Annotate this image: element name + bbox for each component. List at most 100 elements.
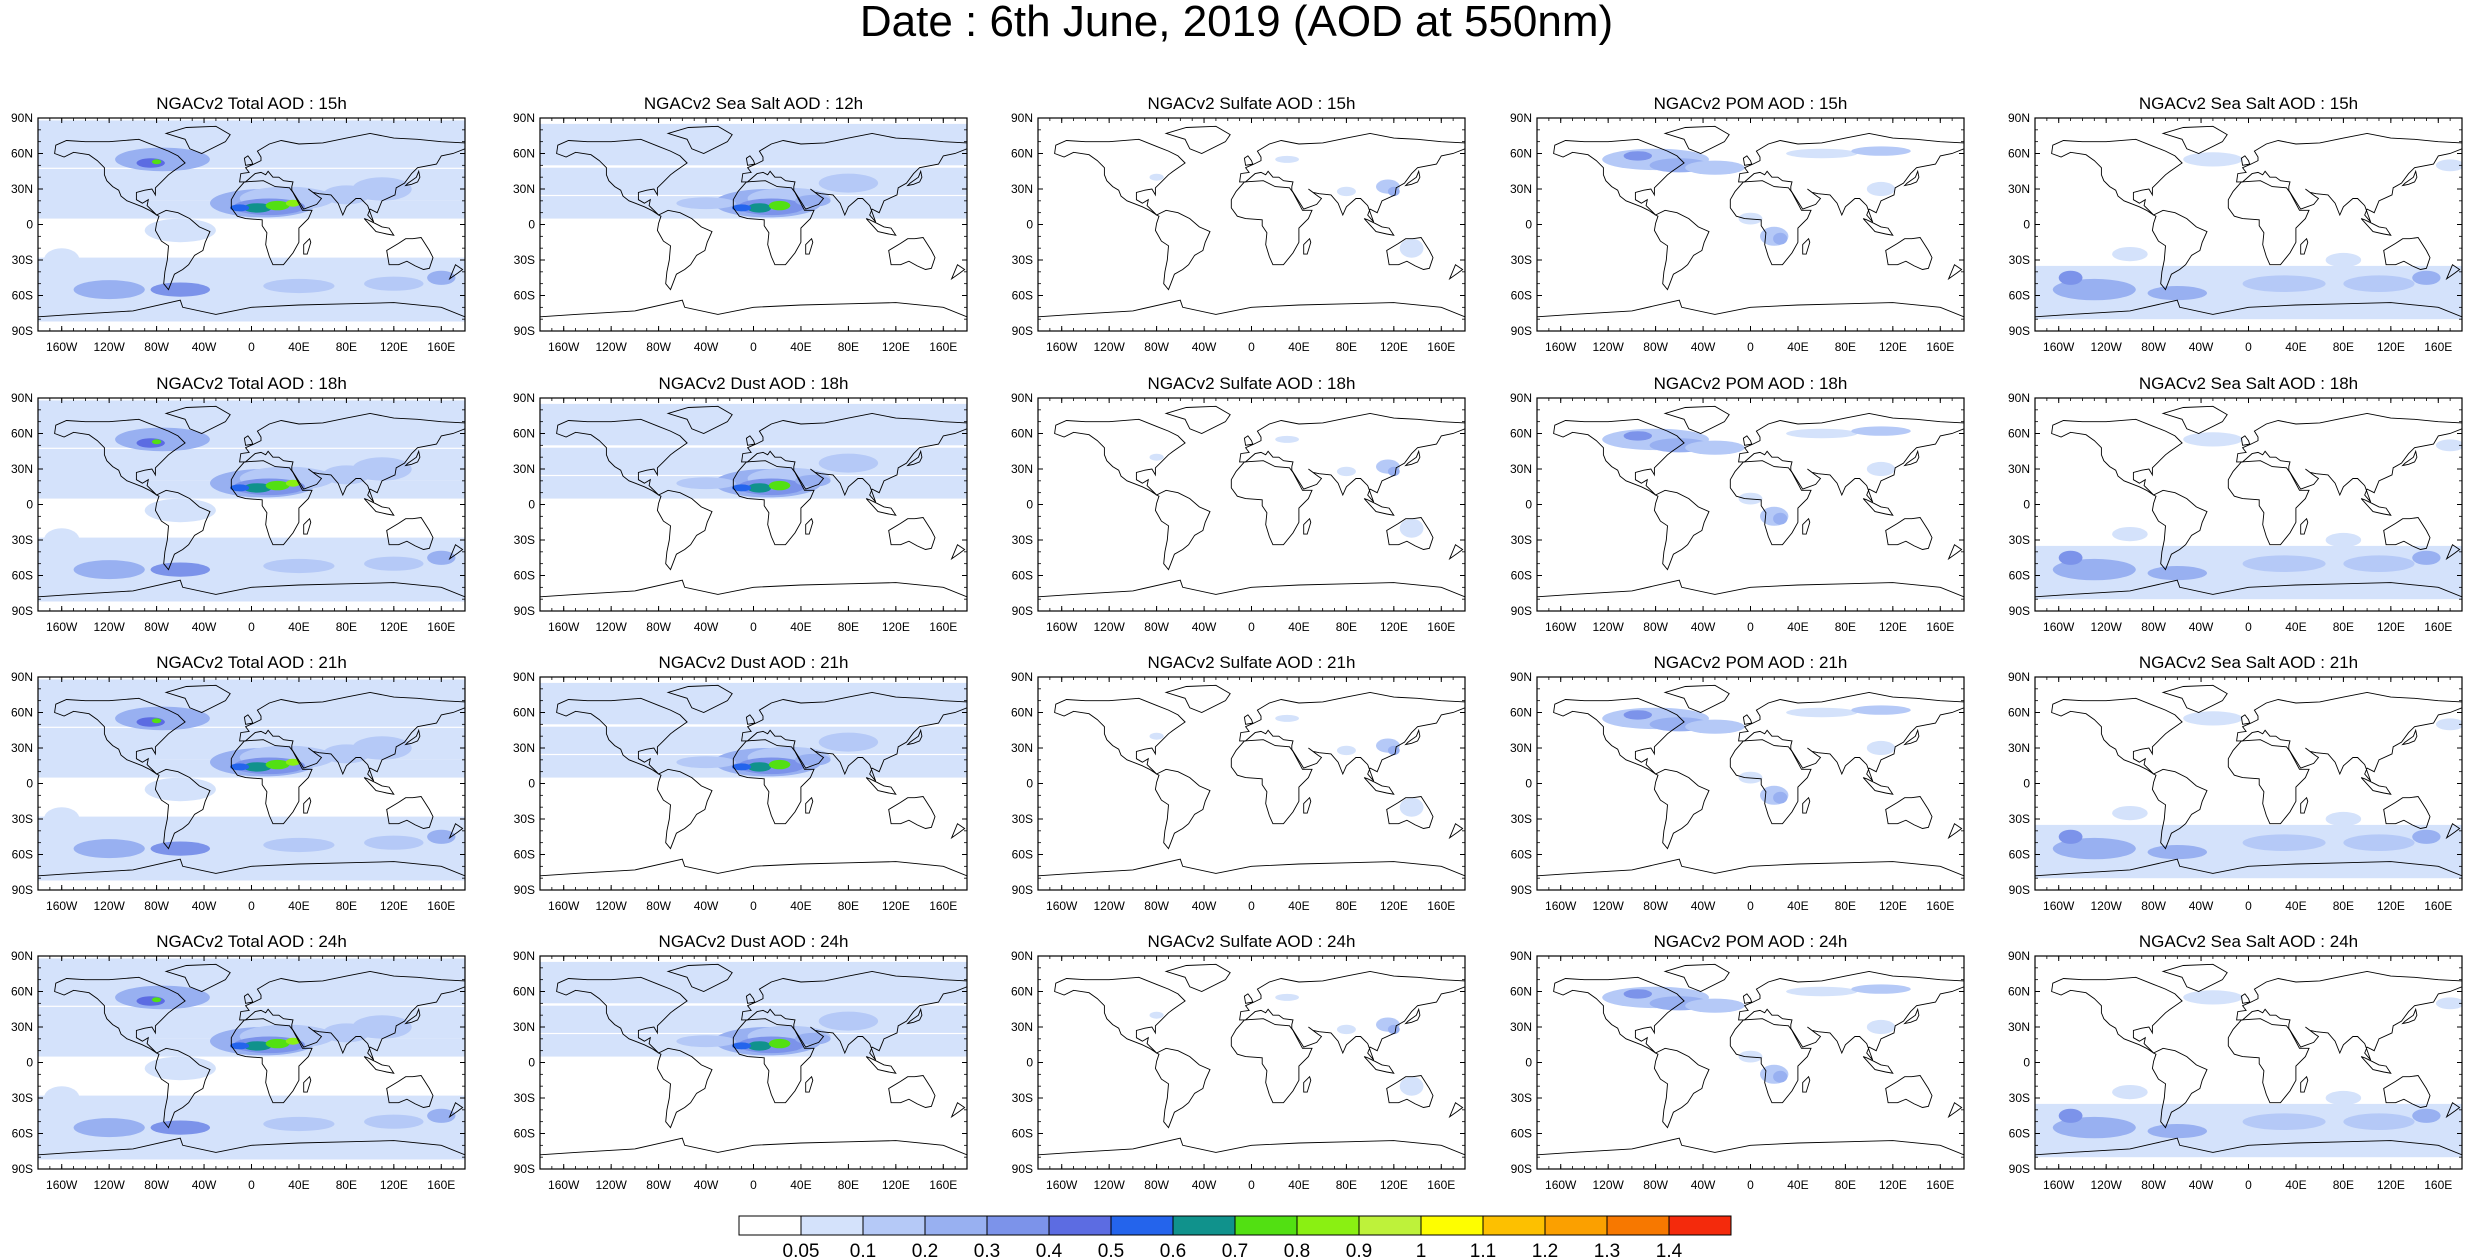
aod-field-blob <box>263 558 335 574</box>
aod-field-blob <box>364 276 424 291</box>
coastline-eurasia <box>741 691 967 782</box>
lon-tick-label: 160E <box>427 620 455 634</box>
lon-tick-label: 0 <box>750 899 757 913</box>
lat-tick-label: 30S <box>1012 1091 1033 1105</box>
aod-field-blob <box>818 173 879 193</box>
aod-field-blob <box>1623 710 1652 720</box>
lon-tick-label: 80E <box>838 1178 859 1192</box>
aod-field-blob <box>1786 148 1858 159</box>
lon-tick-label: 80E <box>838 620 859 634</box>
aod-field-blob <box>732 484 752 492</box>
coastline-eurasia <box>1738 132 1964 223</box>
colorbar-swatch <box>800 1215 864 1236</box>
coastline-eurasia <box>741 132 967 223</box>
lon-tick-label: 40E <box>288 340 309 354</box>
lat-tick-label: 30N <box>1510 182 1532 196</box>
lon-tick-label: 0 <box>248 620 255 634</box>
aod-field-blob <box>2183 432 2243 447</box>
lon-tick-label: 160W <box>1545 340 1577 354</box>
lon-tick-label: 120W <box>1093 1178 1125 1192</box>
lat-tick-label: 60N <box>513 706 535 720</box>
coastline-australia <box>1386 1075 1434 1108</box>
lon-tick-label: 160E <box>929 1178 957 1192</box>
aod-field-blob <box>1866 1019 1896 1035</box>
lon-tick-label: 120W <box>2090 620 2122 634</box>
lat-tick-label: 60S <box>12 848 33 862</box>
lon-tick-label: 40E <box>1787 620 1808 634</box>
coastline-eurasia <box>1239 412 1465 503</box>
coastline-indonesia <box>865 1056 897 1074</box>
lon-tick-label: 120W <box>1592 899 1624 913</box>
aod-field-blob <box>768 759 791 770</box>
aod-field-blob <box>265 1038 290 1049</box>
colorbar-swatch <box>1420 1215 1484 1236</box>
coastline-samerica <box>1154 209 1211 291</box>
coastline-madagascar <box>1303 237 1312 255</box>
coastline-namerica <box>556 138 688 216</box>
lon-tick-label: 40W <box>192 1178 217 1192</box>
coastline-samerica <box>1653 209 1710 291</box>
coastline-newzealand <box>448 544 464 561</box>
lon-tick-label: 120W <box>93 899 125 913</box>
lon-tick-label: 120W <box>595 899 627 913</box>
coastline-namerica <box>54 976 186 1054</box>
aod-field-blob <box>2242 555 2326 572</box>
coastline-australia <box>2383 796 2431 829</box>
aod-field-blob <box>1275 993 1299 1001</box>
coastline-samerica <box>2151 768 2208 850</box>
aod-field-blob <box>795 474 831 487</box>
map-panel: 90N 60N 30N 0 30S 60S 90S 160W 120W 80W 40W 0 40E 80E… <box>1510 391 1965 634</box>
coastline-uk <box>243 155 254 166</box>
lat-tick-label: 90N <box>1510 391 1532 405</box>
aod-field-blob <box>2058 1108 2083 1123</box>
aod-field-blob <box>2242 275 2326 292</box>
aod-field-blob <box>1623 151 1652 161</box>
coastline-samerica <box>656 209 713 291</box>
lat-tick-label: 90N <box>2008 111 2030 125</box>
lat-tick-label: 60S <box>1511 848 1532 862</box>
coastline-africa <box>1729 1018 1812 1104</box>
lon-tick-label: 120E <box>1380 899 1408 913</box>
coastline-samerica <box>1653 489 1710 571</box>
lon-tick-label: 120W <box>1592 1178 1624 1192</box>
coastline-antarctica <box>2035 1137 2462 1156</box>
coastline-samerica <box>1154 768 1211 850</box>
coastline-uk <box>2240 993 2251 1004</box>
lat-tick-label: 60N <box>1510 147 1532 161</box>
lat-tick-label: 60N <box>2008 147 2030 161</box>
lon-tick-label: 160W <box>46 1178 78 1192</box>
coastline-indonesia <box>1363 218 1395 236</box>
panel-title: NGACv2 Sea Salt AOD : 15h <box>2138 94 2359 113</box>
coastline-eurasia <box>239 412 465 503</box>
colorbar-label: 1.1 <box>1470 1241 1496 1260</box>
lon-tick-label: 40E <box>1787 1178 1808 1192</box>
lat-tick-label: 90N <box>1011 111 1033 125</box>
lon-tick-label: 80W <box>1144 340 1169 354</box>
coastline-africa <box>1729 180 1812 266</box>
aod-field-blob <box>243 203 272 213</box>
coastline-newzealand <box>1448 1102 1464 1119</box>
lon-tick-label: 80W <box>1144 1178 1169 1192</box>
lat-tick-label: 60S <box>2009 1127 2030 1141</box>
coastline-madagascar <box>805 1075 814 1093</box>
aod-field-blob <box>364 556 424 571</box>
lon-tick-label: 80E <box>2333 1178 2354 1192</box>
coastline-newzealand <box>950 264 966 281</box>
lat-tick-label: 90N <box>11 111 33 125</box>
aod-field-blob <box>263 1116 335 1132</box>
colorbar-swatch <box>1544 1215 1608 1236</box>
lon-tick-label: 0 <box>2245 620 2252 634</box>
aod-field-blob <box>1773 791 1788 804</box>
lat-tick-label: 30N <box>11 1020 33 1034</box>
lon-tick-label: 160W <box>2043 340 2075 354</box>
lon-tick-label: 0 <box>248 1178 255 1192</box>
colorbar-label: 1.3 <box>1594 1241 1620 1260</box>
coastline-uk <box>1243 435 1254 446</box>
lon-tick-label: 160E <box>929 899 957 913</box>
coastline-uk <box>745 714 756 725</box>
lon-tick-label: 40W <box>2189 899 2214 913</box>
lon-tick-label: 120W <box>1093 899 1125 913</box>
lat-tick-label: 90S <box>1012 883 1033 897</box>
lon-tick-label: 160E <box>1427 620 1455 634</box>
aod-field-blob <box>732 204 752 212</box>
